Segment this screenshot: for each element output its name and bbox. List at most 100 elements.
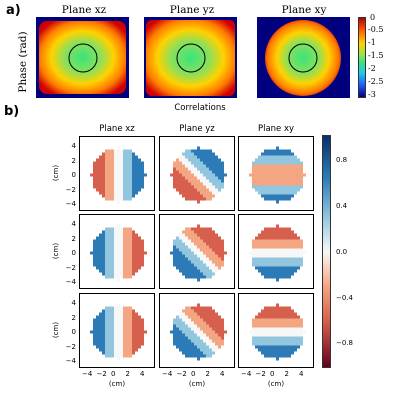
heatmap-cell <box>93 339 96 343</box>
heatmap-cell <box>276 185 279 189</box>
heatmap-cell <box>111 236 114 240</box>
heatmap-cell <box>129 324 132 328</box>
heatmap-cell <box>255 239 258 243</box>
heatmap-cell <box>258 254 261 258</box>
heatmap-cell <box>206 275 209 279</box>
heatmap-cell <box>218 167 221 171</box>
heatmap-cell <box>209 269 212 273</box>
y-tick-label: −2 <box>65 185 76 194</box>
heatmap-cell <box>99 266 102 270</box>
correlation-subplot <box>159 214 235 289</box>
heatmap-cell <box>111 306 114 310</box>
heatmap-cell <box>276 342 279 346</box>
heatmap-cell <box>129 339 132 343</box>
heatmap-cell <box>261 233 264 237</box>
heatmap-cell <box>188 149 191 153</box>
heatmap-cell <box>291 191 294 195</box>
heatmap-cell <box>117 182 120 186</box>
heatmap-cell <box>267 330 270 334</box>
heatmap-cell <box>291 263 294 267</box>
heatmap-cell <box>258 242 261 246</box>
heatmap-cell <box>120 230 123 234</box>
heatmap-cell <box>276 158 279 162</box>
heatmap-cell <box>173 245 176 249</box>
heatmap-cell <box>197 167 200 171</box>
heatmap-cell <box>185 194 188 198</box>
correlation-heatmap <box>170 303 227 361</box>
heatmap-cell <box>285 354 288 358</box>
heatmap-cell <box>279 257 282 261</box>
heatmap-cell <box>111 333 114 337</box>
heatmap-cell <box>194 194 197 198</box>
heatmap-cell <box>126 272 129 276</box>
heatmap-cell <box>203 315 206 319</box>
heatmap-cell <box>120 333 123 337</box>
heatmap-cell <box>126 164 129 168</box>
heatmap-cell <box>191 306 194 310</box>
heatmap-cell <box>264 321 267 325</box>
heatmap-cell <box>185 155 188 159</box>
heatmap-cell <box>261 333 264 337</box>
heatmap-cell <box>288 164 291 168</box>
heatmap-cell <box>276 309 279 313</box>
heatmap-cell <box>276 318 279 322</box>
heatmap-cell <box>173 321 176 325</box>
heatmap-cell <box>99 333 102 337</box>
heatmap-cell <box>267 342 270 346</box>
heatmap-cell <box>218 188 221 192</box>
heatmap-cell <box>185 233 188 237</box>
heatmap-cell <box>111 233 114 237</box>
heatmap-cell <box>173 330 176 334</box>
heatmap-cell <box>221 254 224 258</box>
x-tick-label: 2 <box>205 370 210 378</box>
heatmap-cell <box>102 245 105 249</box>
heatmap-cell <box>252 321 255 325</box>
y-tick-label: 0 <box>71 249 76 257</box>
heatmap-cell <box>212 239 215 243</box>
heatmap-cell <box>255 327 258 331</box>
heatmap-cell <box>206 173 209 177</box>
heatmap-cell <box>129 306 132 310</box>
heatmap-cell <box>129 158 132 162</box>
heatmap-cell <box>197 354 200 358</box>
heatmap-cell <box>267 260 270 264</box>
heatmap-cell <box>138 327 141 331</box>
correlation-subplot <box>79 293 155 368</box>
heatmap-cell <box>135 191 138 195</box>
heatmap-cell <box>182 236 185 240</box>
heatmap-cell <box>294 336 297 340</box>
heatmap-cell <box>258 236 261 240</box>
heatmap-cell <box>258 333 261 337</box>
heatmap-cell <box>215 324 218 328</box>
heatmap-cell <box>267 233 270 237</box>
heatmap-cell <box>173 185 176 189</box>
heatmap-cell <box>129 185 132 189</box>
heatmap-cell <box>200 182 203 186</box>
heatmap-cell <box>117 312 120 316</box>
heatmap-cell <box>209 318 212 322</box>
heatmap-cell <box>108 239 111 243</box>
phase-colorbar <box>358 17 366 98</box>
heatmap-cell <box>114 269 117 273</box>
heatmap-cell <box>188 321 191 325</box>
heatmap-cell <box>300 239 303 243</box>
heatmap-cell <box>279 275 282 279</box>
x-tick-label: 2 <box>125 370 130 378</box>
heatmap-cell <box>123 149 126 153</box>
heatmap-cell <box>212 348 215 352</box>
heatmap-cell <box>120 266 123 270</box>
heatmap-cell <box>264 330 267 334</box>
heatmap-cell <box>120 176 123 180</box>
heatmap-cell <box>96 248 99 252</box>
heatmap-cell <box>138 315 141 319</box>
heatmap-cell <box>129 173 132 177</box>
heatmap-cell <box>108 176 111 180</box>
heatmap-cell <box>126 309 129 313</box>
heatmap-cell <box>114 339 117 343</box>
heatmap-cell <box>120 158 123 162</box>
heatmap-cell <box>99 164 102 168</box>
heatmap-cell <box>176 330 179 334</box>
heatmap-cell <box>258 170 261 174</box>
heatmap-cell <box>276 278 279 282</box>
heatmap-cell <box>197 251 200 255</box>
